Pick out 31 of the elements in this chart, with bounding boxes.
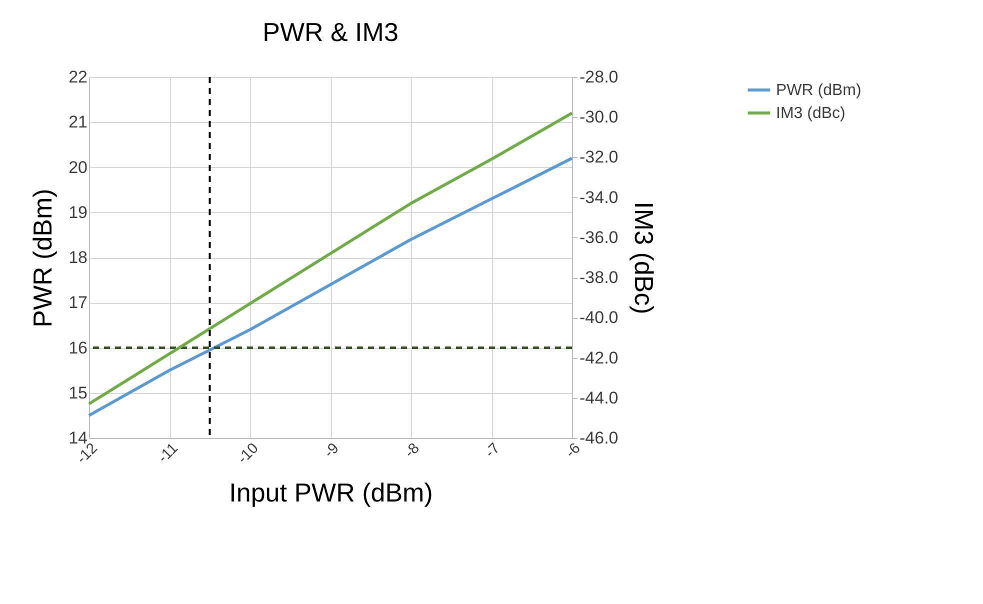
x-tick-label: -9 [320,440,342,462]
y-tick-label: 19 [68,202,88,222]
y2-axis-title: IM3 (dBc) [629,202,660,314]
legend-label: PWR (dBm) [776,82,862,99]
y2-tick-label: -38.0 [580,268,618,288]
y2-tick-label: -44.0 [580,388,618,408]
y-tick-label: 15 [68,383,88,402]
y2-tick-label: -30.0 [580,108,618,127]
y-tick-label: 17 [68,293,88,312]
x-tick-label: -10 [234,440,262,468]
y2-tick-label: -34.0 [580,188,618,207]
x-axis-title: Input PWR (dBm) [229,477,433,508]
x-tick-label: -11 [154,440,182,466]
x-tick-label: -8 [401,440,423,462]
y2-tick-label: -32.0 [580,148,618,167]
y2-tick-label: -36.0 [580,228,618,247]
y-tick-label: 22 [68,68,88,86]
y-tick-label: 20 [68,158,88,177]
y-tick-label: 18 [68,248,88,267]
chart-title: PWR & IM3 [262,17,398,47]
line-series [88,112,574,406]
y-tick-label: 16 [68,338,88,358]
legend-label: IM3 (dBc) [776,105,846,122]
y2-tick-label: -42.0 [580,348,618,368]
y-axis-title: PWR (dBm) [28,188,58,328]
y2-tick-label: -28.0 [580,68,618,86]
x-tick-label: -7 [482,440,504,462]
y-tick-label: 14 [68,428,88,448]
y2-tick-label: -40.0 [580,308,618,328]
y-tick-label: 21 [68,112,88,132]
line-series [88,156,574,417]
